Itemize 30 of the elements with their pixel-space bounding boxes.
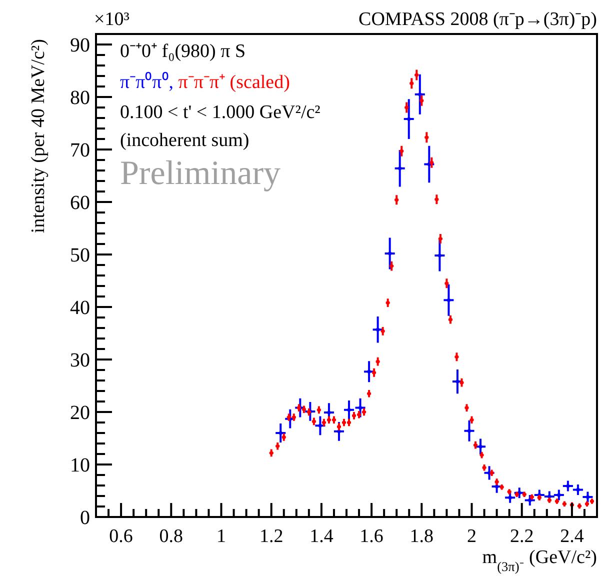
y-tick-label: 70 xyxy=(70,140,90,162)
x-tick-label: 2 xyxy=(467,526,476,547)
x-tick-label: 2.2 xyxy=(510,526,534,547)
y-tick-label: 20 xyxy=(70,402,90,424)
x-tick-label: 1.6 xyxy=(360,526,384,547)
y-tick-label: 0 xyxy=(80,507,90,529)
x-tick-label: 1 xyxy=(216,526,226,547)
x-tick-label: 2.4 xyxy=(560,526,584,547)
y-tick-label: 80 xyxy=(70,87,90,109)
annotation: Preliminary xyxy=(120,155,281,192)
y-tick-label: 50 xyxy=(70,244,90,266)
x-tick-label: 1.8 xyxy=(410,526,434,547)
annotation: (incoherent sum) xyxy=(120,130,250,151)
annotation: 0⁻⁺0⁺ f₀(980) π S xyxy=(120,41,246,62)
text: π⁻π⁻π⁺ (scaled) xyxy=(174,72,290,93)
chart-title: COMPASS 2008 (π⁻p→(3π)⁻p) xyxy=(358,9,597,30)
y-tick-label: 40 xyxy=(70,297,90,319)
text: ×10³ xyxy=(94,9,130,30)
x-tick-label: 1.2 xyxy=(259,526,284,547)
y-tick-label: 90 xyxy=(70,34,90,56)
y-tick-label: 10 xyxy=(70,454,90,476)
y-tick-label: 30 xyxy=(70,350,90,372)
annotation: 0.100 < t' < 1.000 GeV²/c² xyxy=(120,102,321,123)
x-tick-label: 1.4 xyxy=(310,526,334,547)
y-tick-label: 60 xyxy=(70,192,90,214)
x-axis-title: m$_{(3π)⁻}$ (GeV/c²) xyxy=(482,547,597,574)
text: π⁻π⁰π⁰, xyxy=(120,71,174,93)
y-axis-title: intensity (per 40 MeV/c²) xyxy=(28,39,49,234)
x-tick-label: 0.8 xyxy=(159,526,184,547)
x-tick-label: 0.6 xyxy=(109,526,133,547)
